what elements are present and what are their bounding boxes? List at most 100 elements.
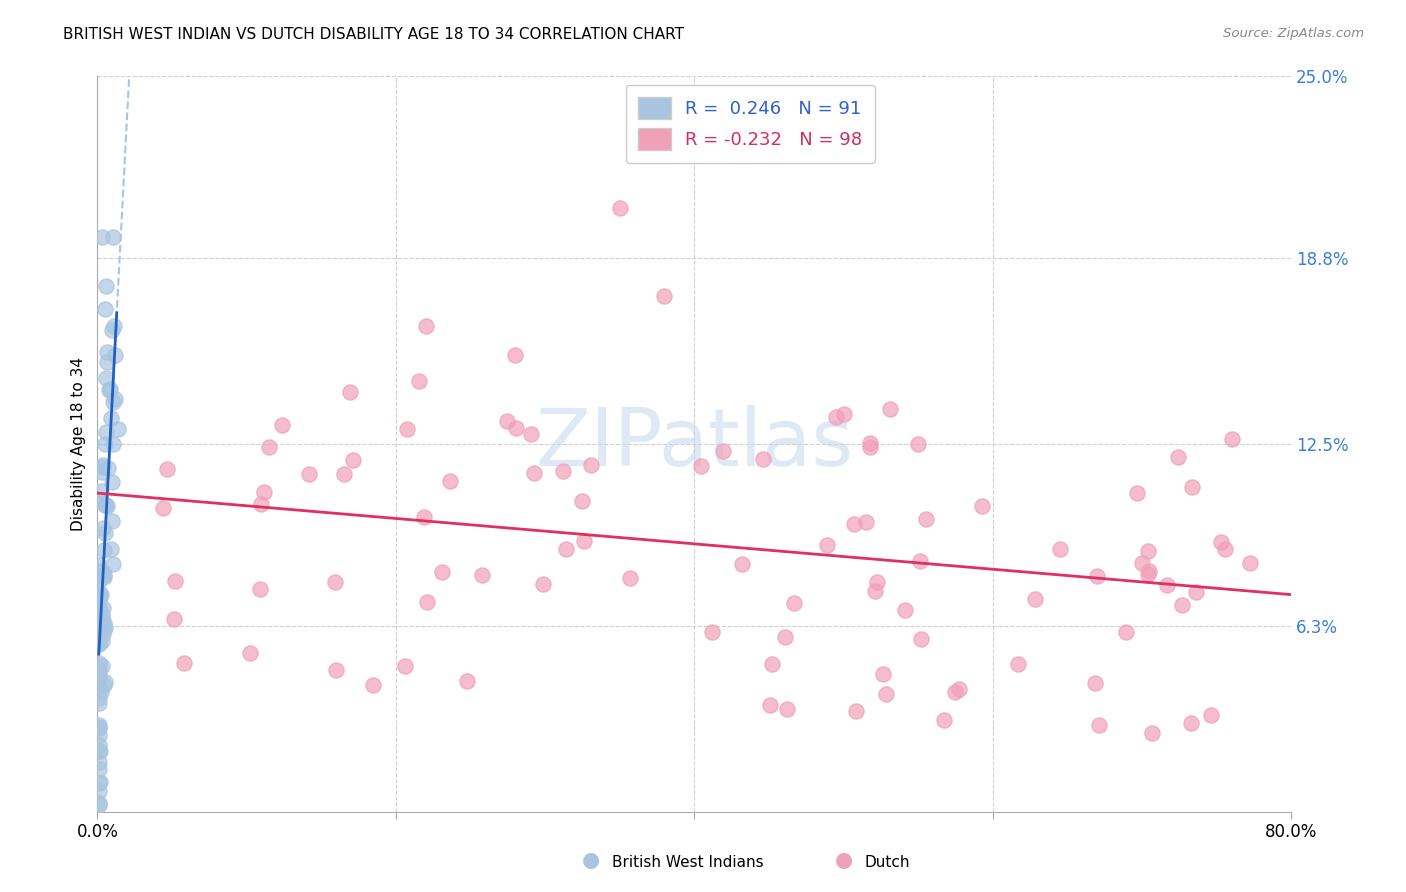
Dutch xyxy=(520,426,543,441)
British West Indians xyxy=(87,696,110,710)
British West Indians xyxy=(93,568,115,582)
Dutch xyxy=(471,568,494,582)
Dutch xyxy=(894,602,917,616)
Dutch xyxy=(690,459,713,474)
British West Indians xyxy=(87,718,110,732)
Dutch xyxy=(1180,715,1202,730)
Dutch xyxy=(439,474,461,488)
British West Indians xyxy=(100,323,122,337)
British West Indians xyxy=(87,635,110,649)
British West Indians xyxy=(96,344,118,359)
Dutch xyxy=(759,698,782,712)
Dutch xyxy=(579,458,602,473)
Dutch xyxy=(702,625,724,640)
British West Indians xyxy=(91,465,114,479)
British West Indians xyxy=(94,499,117,513)
Dutch xyxy=(505,421,527,435)
British West Indians xyxy=(87,615,110,630)
British West Indians xyxy=(89,720,111,734)
Dutch xyxy=(342,453,364,467)
British West Indians xyxy=(103,318,125,333)
Text: Dutch: Dutch xyxy=(865,855,910,870)
Dutch xyxy=(752,451,775,466)
British West Indians xyxy=(87,784,110,798)
Dutch xyxy=(152,500,174,515)
British West Indians xyxy=(89,586,111,600)
Dutch xyxy=(1115,624,1137,639)
British West Indians xyxy=(100,542,122,557)
British West Indians xyxy=(91,460,114,475)
British West Indians xyxy=(93,620,115,634)
British West Indians xyxy=(94,674,117,689)
Dutch xyxy=(173,656,195,670)
Dutch xyxy=(415,595,437,609)
British West Indians xyxy=(87,797,110,812)
Dutch xyxy=(361,677,384,691)
British West Indians xyxy=(89,568,111,582)
British West Indians xyxy=(94,436,117,450)
British West Indians xyxy=(94,621,117,635)
Dutch xyxy=(875,687,897,701)
British West Indians xyxy=(101,475,124,489)
Dutch xyxy=(249,497,271,511)
Dutch xyxy=(773,630,796,644)
Dutch xyxy=(1136,544,1159,558)
Dutch xyxy=(908,554,931,568)
Dutch xyxy=(333,467,356,481)
Dutch xyxy=(257,440,280,454)
British West Indians xyxy=(91,601,114,615)
British West Indians xyxy=(87,680,110,694)
Dutch xyxy=(970,499,993,513)
Dutch xyxy=(531,577,554,591)
Dutch xyxy=(239,646,262,660)
British West Indians xyxy=(96,354,118,368)
Dutch xyxy=(783,596,806,610)
Dutch xyxy=(1171,598,1194,612)
Dutch xyxy=(761,657,783,671)
British West Indians xyxy=(87,591,110,605)
Dutch xyxy=(430,566,453,580)
Dutch xyxy=(415,318,437,333)
Dutch xyxy=(855,515,877,529)
Text: BRITISH WEST INDIAN VS DUTCH DISABILITY AGE 18 TO 34 CORRELATION CHART: BRITISH WEST INDIAN VS DUTCH DISABILITY … xyxy=(63,27,685,42)
British West Indians xyxy=(101,514,124,528)
Dutch xyxy=(910,632,932,647)
Dutch xyxy=(503,348,526,362)
British West Indians xyxy=(91,458,114,472)
Dutch xyxy=(323,574,346,589)
British West Indians xyxy=(89,744,111,758)
British West Indians xyxy=(87,611,110,625)
Dutch xyxy=(1213,541,1236,556)
British West Indians xyxy=(91,565,114,579)
British West Indians xyxy=(87,564,110,578)
British West Indians xyxy=(87,569,110,583)
British West Indians xyxy=(87,665,110,680)
Text: ●: ● xyxy=(582,850,599,870)
British West Indians xyxy=(96,371,118,385)
British West Indians xyxy=(87,670,110,684)
British West Indians xyxy=(89,567,111,582)
Dutch xyxy=(456,673,478,688)
British West Indians xyxy=(87,762,110,776)
British West Indians xyxy=(87,591,110,606)
British West Indians xyxy=(93,678,115,692)
Dutch xyxy=(1211,535,1233,549)
Dutch xyxy=(775,702,797,716)
Dutch xyxy=(249,582,271,596)
Dutch xyxy=(872,666,894,681)
Dutch xyxy=(1167,450,1189,464)
Dutch xyxy=(845,704,868,718)
Dutch xyxy=(253,485,276,500)
British West Indians xyxy=(93,615,115,630)
Dutch xyxy=(553,464,575,478)
Dutch xyxy=(863,584,886,599)
British West Indians xyxy=(94,425,117,439)
British West Indians xyxy=(87,739,110,753)
British West Indians xyxy=(87,656,110,670)
Dutch xyxy=(825,409,848,424)
British West Indians xyxy=(87,637,110,651)
Dutch xyxy=(731,557,754,571)
Dutch xyxy=(554,542,576,557)
Text: Source: ZipAtlas.com: Source: ZipAtlas.com xyxy=(1223,27,1364,40)
Dutch xyxy=(1130,556,1153,570)
